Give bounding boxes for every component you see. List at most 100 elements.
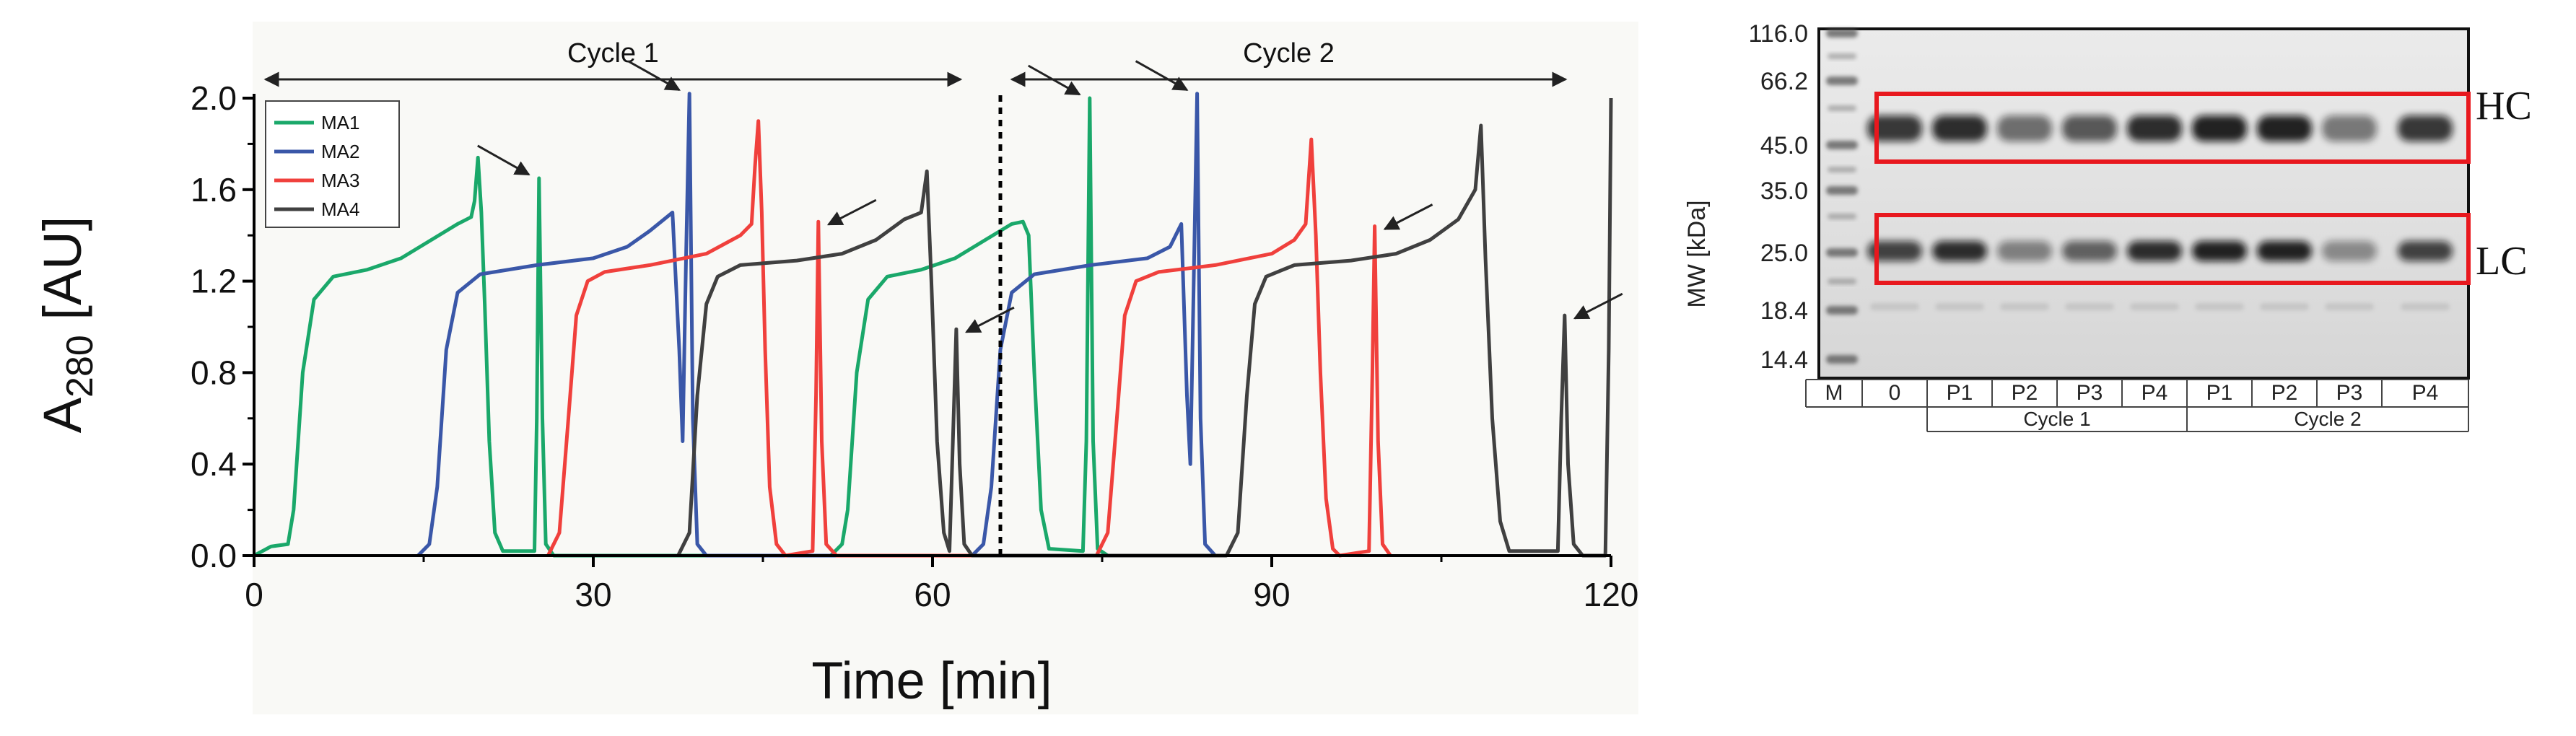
lc-band (2322, 241, 2377, 261)
lc-band (1867, 241, 1922, 261)
series-line-ma4 (676, 97, 1613, 558)
minor-band (1935, 303, 1984, 310)
minor-band (2195, 303, 2244, 310)
peak-arrow-5 (1028, 64, 1081, 96)
hc-highlight-box (1874, 92, 2471, 164)
y-tick-label: 0.0 (191, 537, 237, 574)
hc-band (2322, 115, 2377, 141)
group-label-cycle-1: Cycle 1 (2023, 408, 2090, 430)
lane-label: P4 (2141, 381, 2168, 405)
mw-label: 66.2 (1760, 68, 1808, 95)
lc-band (2127, 241, 2182, 261)
hc-band (2062, 115, 2117, 141)
peak-arrow-7 (1383, 203, 1433, 230)
lane-label: P3 (2336, 381, 2363, 405)
ladder-band (1828, 279, 1856, 284)
ladder-band (1828, 214, 1856, 219)
legend: MA1 MA2 MA3 MA4 (265, 100, 400, 228)
peak-arrow-6 (1135, 60, 1189, 91)
lane-label: M (1825, 381, 1843, 405)
y-axis-label-unit: [AU] (32, 216, 92, 335)
peak-arrow-1 (477, 144, 531, 176)
hc-band (1997, 115, 2052, 141)
y-tick-label: 0.4 (191, 445, 237, 483)
peak-arrow-3 (826, 198, 877, 226)
lane-label: P1 (1947, 381, 1973, 405)
lc-band (2062, 241, 2117, 261)
lc-band (2192, 241, 2247, 261)
ladder-band (1826, 186, 1858, 195)
peak-arrow-2 (627, 60, 681, 91)
y-tick-label: 1.6 (191, 171, 237, 209)
minor-band (2065, 303, 2114, 310)
minor-band (1870, 303, 1919, 310)
y-tick-label: 0.8 (191, 354, 237, 391)
lc-band (2398, 241, 2453, 261)
lane-label: 0 (1889, 381, 1901, 405)
mw-label: 25.0 (1760, 240, 1808, 267)
ladder-band (1828, 167, 1856, 172)
legend-label-ma4: MA4 (321, 198, 359, 220)
x-ticks: 0 30 60 90 120 (245, 556, 1638, 613)
cycle-1-label: Cycle 1 (567, 38, 659, 69)
x-tick-label: 120 (1584, 576, 1639, 613)
ladder-band (1826, 76, 1858, 85)
cycle-annotations: Cycle 1 Cycle 2 (263, 38, 1568, 87)
mw-marker-labels: 116.0 66.2 45.0 35.0 25.0 18.4 14.4 (1748, 20, 1808, 374)
y-ticks: 0.0 0.4 0.8 1.2 1.6 2.0 (191, 79, 254, 574)
y-axis-label-main: A (32, 397, 92, 433)
lc-band (1932, 241, 1987, 261)
chromatogram-chart: Cycle 1 Cycle 2 0 30 60 90 120 0.0 0.4 0.8 1.2 1.… (32, 22, 1638, 714)
gel-image (1817, 27, 2470, 380)
mw-label: 18.4 (1760, 297, 1808, 325)
x-tick-label: 90 (1253, 576, 1290, 613)
ladder-band (1826, 141, 1858, 149)
mw-label: 116.0 (1748, 20, 1808, 48)
gel-y-axis-label: MW [kDa] (1683, 200, 1711, 307)
hc-band (2257, 115, 2312, 141)
legend-label-ma2: MA2 (321, 141, 359, 162)
lc-band (2257, 241, 2312, 261)
peak-arrow-4 (965, 306, 1015, 333)
mw-label: 14.4 (1760, 346, 1808, 374)
plot-background (253, 22, 1638, 714)
y-axis-label-sub: 280 (59, 335, 101, 398)
group-label-cycle-2: Cycle 2 (2294, 408, 2361, 430)
minor-band (2260, 303, 2309, 310)
lane-label: P2 (2271, 381, 2298, 405)
y-axis-label: A280 [AU] (32, 216, 101, 434)
lane-label: P4 (2412, 381, 2439, 405)
ladder-band (1826, 248, 1858, 257)
lane-label: P3 (2077, 381, 2103, 405)
ladder-band (1826, 306, 1858, 315)
hc-band (2192, 115, 2247, 141)
lc-highlight-box (1874, 213, 2471, 285)
mw-label: 45.0 (1760, 132, 1808, 159)
x-tick-label: 30 (575, 576, 611, 613)
y-tick-label: 2.0 (191, 79, 237, 117)
series-line-ma1 (253, 96, 1109, 558)
hc-band (2127, 115, 2182, 141)
minor-band (2000, 303, 2049, 310)
mw-label: 35.0 (1760, 178, 1808, 205)
gel-bands (1867, 115, 2453, 310)
cycle-2-label: Cycle 2 (1243, 38, 1335, 69)
hc-band (1932, 115, 1987, 141)
lane-label: P1 (2206, 381, 2233, 405)
lane-label: P2 (2012, 381, 2038, 405)
x-tick-label: 60 (914, 576, 951, 613)
lc-band (1997, 241, 2052, 261)
hc-label: HC (2476, 84, 2532, 128)
ladder-band (1826, 355, 1858, 364)
minor-band (2401, 303, 2450, 310)
ladder-band (1828, 53, 1856, 59)
peak-arrow-8 (1573, 292, 1623, 320)
lc-label: LC (2476, 239, 2528, 284)
hc-band (2398, 115, 2453, 141)
minor-band (2130, 303, 2179, 310)
peak-arrows (477, 60, 1623, 333)
legend-label-ma1: MA1 (321, 112, 359, 133)
lane-label-table: M 0 P1 P2 P3 P4 P1 P2 P3 P4 Cycle 1 Cycle 2 (1805, 379, 2469, 432)
hc-band (1867, 115, 1922, 141)
